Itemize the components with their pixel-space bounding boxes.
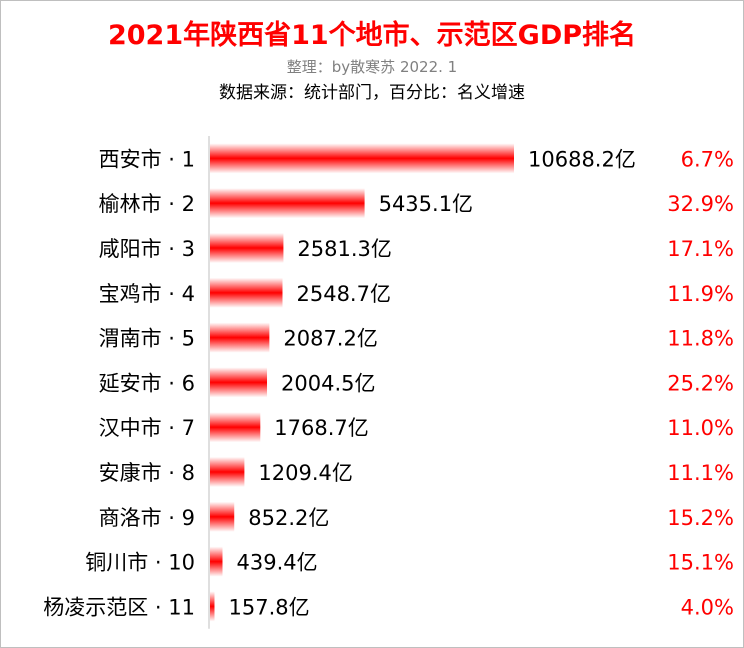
growth-label: 6.7% xyxy=(681,147,734,171)
category-label: 延安市 · 6 xyxy=(99,371,195,395)
category-label: 铜川市 · 10 xyxy=(85,551,195,575)
chart-subtitle: 整理：by散寒苏 2022. 1 xyxy=(286,58,458,76)
category-label: 商洛市 · 9 xyxy=(99,506,195,530)
growth-label: 32.9% xyxy=(667,192,734,216)
growth-label: 4.0% xyxy=(681,595,734,619)
growth-label: 11.9% xyxy=(667,282,734,306)
value-label: 2581.3亿 xyxy=(297,237,391,261)
bar xyxy=(210,143,514,174)
value-label: 1209.4亿 xyxy=(258,461,352,485)
bar xyxy=(210,501,235,532)
value-label: 157.8亿 xyxy=(228,595,309,619)
bar xyxy=(210,322,270,353)
category-label: 西安市 · 1 xyxy=(99,147,195,171)
bar xyxy=(210,188,365,219)
bar xyxy=(210,591,215,622)
value-label: 439.4亿 xyxy=(236,551,317,575)
category-label: 榆林市 · 2 xyxy=(99,192,195,216)
category-label: 渭南市 · 5 xyxy=(99,327,195,351)
category-label: 宝鸡市 · 4 xyxy=(99,282,195,306)
growth-label: 17.1% xyxy=(667,237,734,261)
value-label: 2004.5亿 xyxy=(281,371,375,395)
growth-label: 11.1% xyxy=(667,461,734,485)
category-label: 汉中市 · 7 xyxy=(99,416,195,440)
bar xyxy=(210,546,223,577)
value-label: 5435.1亿 xyxy=(379,192,473,216)
value-label: 10688.2亿 xyxy=(528,147,636,171)
value-label: 2087.2亿 xyxy=(283,327,377,351)
value-label: 852.2亿 xyxy=(248,506,329,530)
growth-label: 11.8% xyxy=(667,327,734,351)
growth-label: 11.0% xyxy=(667,416,734,440)
category-label: 安康市 · 8 xyxy=(99,461,195,485)
bar xyxy=(210,457,245,487)
value-label: 1768.7亿 xyxy=(274,416,368,440)
growth-label: 25.2% xyxy=(667,371,734,395)
source-note: 数据来源：统计部门，百分比：名义增速 xyxy=(219,83,525,103)
category-label: 杨凌示范区 · 11 xyxy=(43,595,195,619)
bar xyxy=(210,367,268,398)
category-label: 咸阳市 · 3 xyxy=(99,237,195,261)
chart-title: 2021年陕西省11个地市、示范区GDP排名 xyxy=(107,20,637,51)
bar xyxy=(210,412,261,443)
bar xyxy=(210,233,284,263)
growth-label: 15.1% xyxy=(667,551,734,575)
growth-label: 15.2% xyxy=(667,506,734,530)
bar xyxy=(210,277,283,308)
value-label: 2548.7亿 xyxy=(296,282,390,306)
